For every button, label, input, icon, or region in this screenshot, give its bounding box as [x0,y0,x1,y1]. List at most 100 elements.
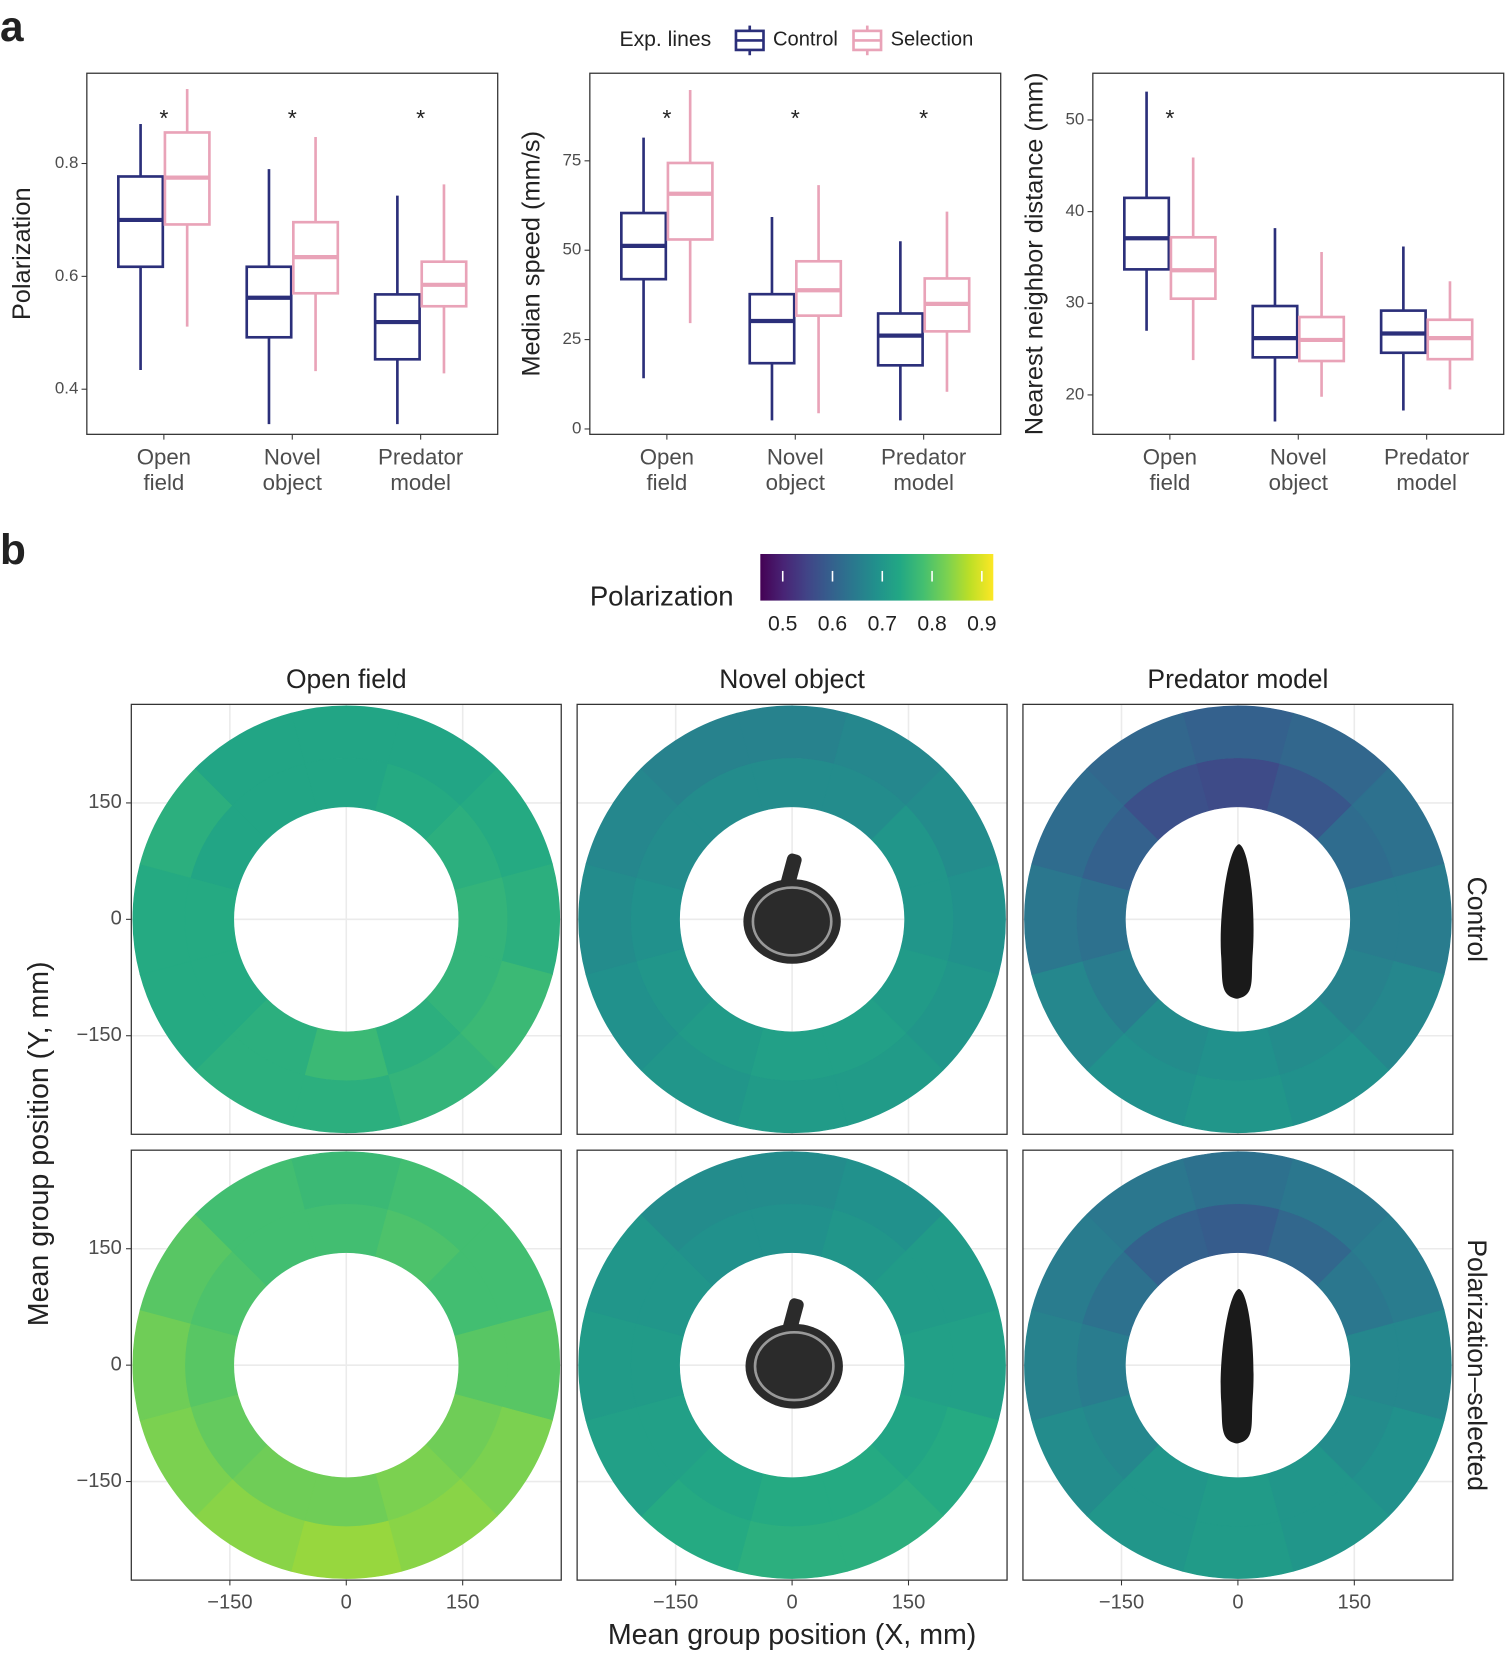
x-tick-label: Predator model [378,445,464,495]
x-tick-label: Novel object [766,445,826,495]
heat-cell [1182,1151,1294,1210]
panel-frame [576,703,1008,1135]
x-tick-label: 0 [1232,1592,1243,1614]
heat-cell [454,1322,508,1408]
heat-cell [900,1322,954,1408]
colorbar-title: Polarization [590,581,734,612]
x-axis-label: Mean group position (X, mm) [608,1619,977,1651]
colorbar-tick-label: 0.6 [818,613,847,636]
box [245,265,293,339]
x-tick-label: Open field [137,445,191,495]
panel-letter: b [0,526,26,573]
significance-mark: * [1165,105,1174,131]
heat-cell [132,1309,191,1421]
y-tick-label: 75 [563,150,582,169]
heat-cell [304,1203,389,1257]
heat-cell [304,1473,389,1527]
heat-cell [736,1151,848,1210]
y-tick-label: 0 [111,1353,122,1375]
fish-icon [1220,1288,1254,1444]
pan-icon [745,1298,843,1409]
colorbar-tick-label: 0.7 [868,613,897,636]
y-tick-label: 0 [572,418,581,437]
y-tick-label: 50 [563,240,582,259]
y-tick-label: 150 [88,791,122,813]
panel-frame [130,703,562,1135]
significance-mark: * [662,105,671,131]
y-tick-label: 150 [88,1237,122,1259]
x-tick-label: Novel object [1269,445,1329,495]
colorbar-tick-label: 0.8 [917,613,946,636]
heat-cell [290,1074,402,1134]
row-strip: Control [1462,877,1492,962]
box [876,312,924,367]
heat-cell [1195,1027,1281,1082]
x-tick-label: 150 [892,1592,926,1614]
heat-cell [736,1520,848,1579]
heat-cell [290,1520,402,1579]
significance-mark: * [159,105,168,131]
heat-cell [454,877,508,962]
heat-cell [184,877,239,962]
heatmap-panel [130,703,562,1135]
heat-cell [304,757,389,812]
box [373,293,421,361]
heat-cell [290,1151,402,1210]
y-tick-label: 0 [111,908,122,930]
heat-cell [1086,712,1197,806]
heat-cell [900,877,954,962]
heat-cell [736,1074,848,1134]
heat-cell [1076,1322,1130,1408]
x-tick-label: −150 [207,1592,252,1614]
y-axis-label: Nearest neighbor distance (mm) [1020,72,1048,435]
colorbar-tick-label: 0.9 [967,613,996,636]
x-tick-label: Open field [640,445,694,495]
heat-cell [736,705,848,764]
y-tick-label: 20 [1066,384,1085,403]
x-tick-label: 150 [1338,1592,1372,1614]
significance-mark: * [416,105,425,131]
y-tick-label: −150 [76,1470,121,1492]
heat-cell [194,712,305,806]
y-axis-label: Polarization [8,187,36,320]
y-tick-label: −150 [76,1024,121,1046]
heat-cell [630,877,684,962]
colorbar-tick-label: 0.5 [768,613,797,636]
colorbar [760,553,994,601]
column-strip: Novel object [719,664,865,694]
heat-cell [132,863,191,975]
row-strip: Polarization–selected [1462,1239,1492,1491]
column-strip: Predator model [1147,664,1328,694]
stimulus-icons [743,844,1254,1444]
x-tick-label: Open field [1143,445,1197,495]
heat-cell [1076,877,1130,962]
legend-label: Control [773,29,838,51]
heat-cell [749,1473,835,1527]
heat-cell [1393,863,1452,975]
heat-cell [1346,877,1400,962]
x-tick-label: −150 [653,1592,698,1614]
box [748,292,796,365]
heat-cell [1024,1309,1083,1421]
y-tick-label: 0.6 [55,266,79,285]
y-tick-label: 40 [1066,201,1085,220]
x-tick-label: Predator model [881,445,967,495]
fish-icon [1220,844,1254,999]
heat-cell [1393,1309,1452,1421]
heat-cell [184,1322,239,1408]
significance-mark: * [919,105,928,131]
heat-cell [640,712,751,806]
x-tick-label: Novel object [263,445,323,495]
heat-cell [749,757,835,812]
box [1169,235,1217,301]
heat-cell [1024,863,1083,975]
heatmap-panel [130,1149,562,1581]
legend-label: Selection [891,29,974,51]
y-tick-label: 30 [1066,293,1085,312]
heat-cell [304,1027,389,1082]
x-tick-label: −150 [1099,1592,1144,1614]
x-tick-label: 0 [341,1592,352,1614]
pan-icon [743,853,841,964]
